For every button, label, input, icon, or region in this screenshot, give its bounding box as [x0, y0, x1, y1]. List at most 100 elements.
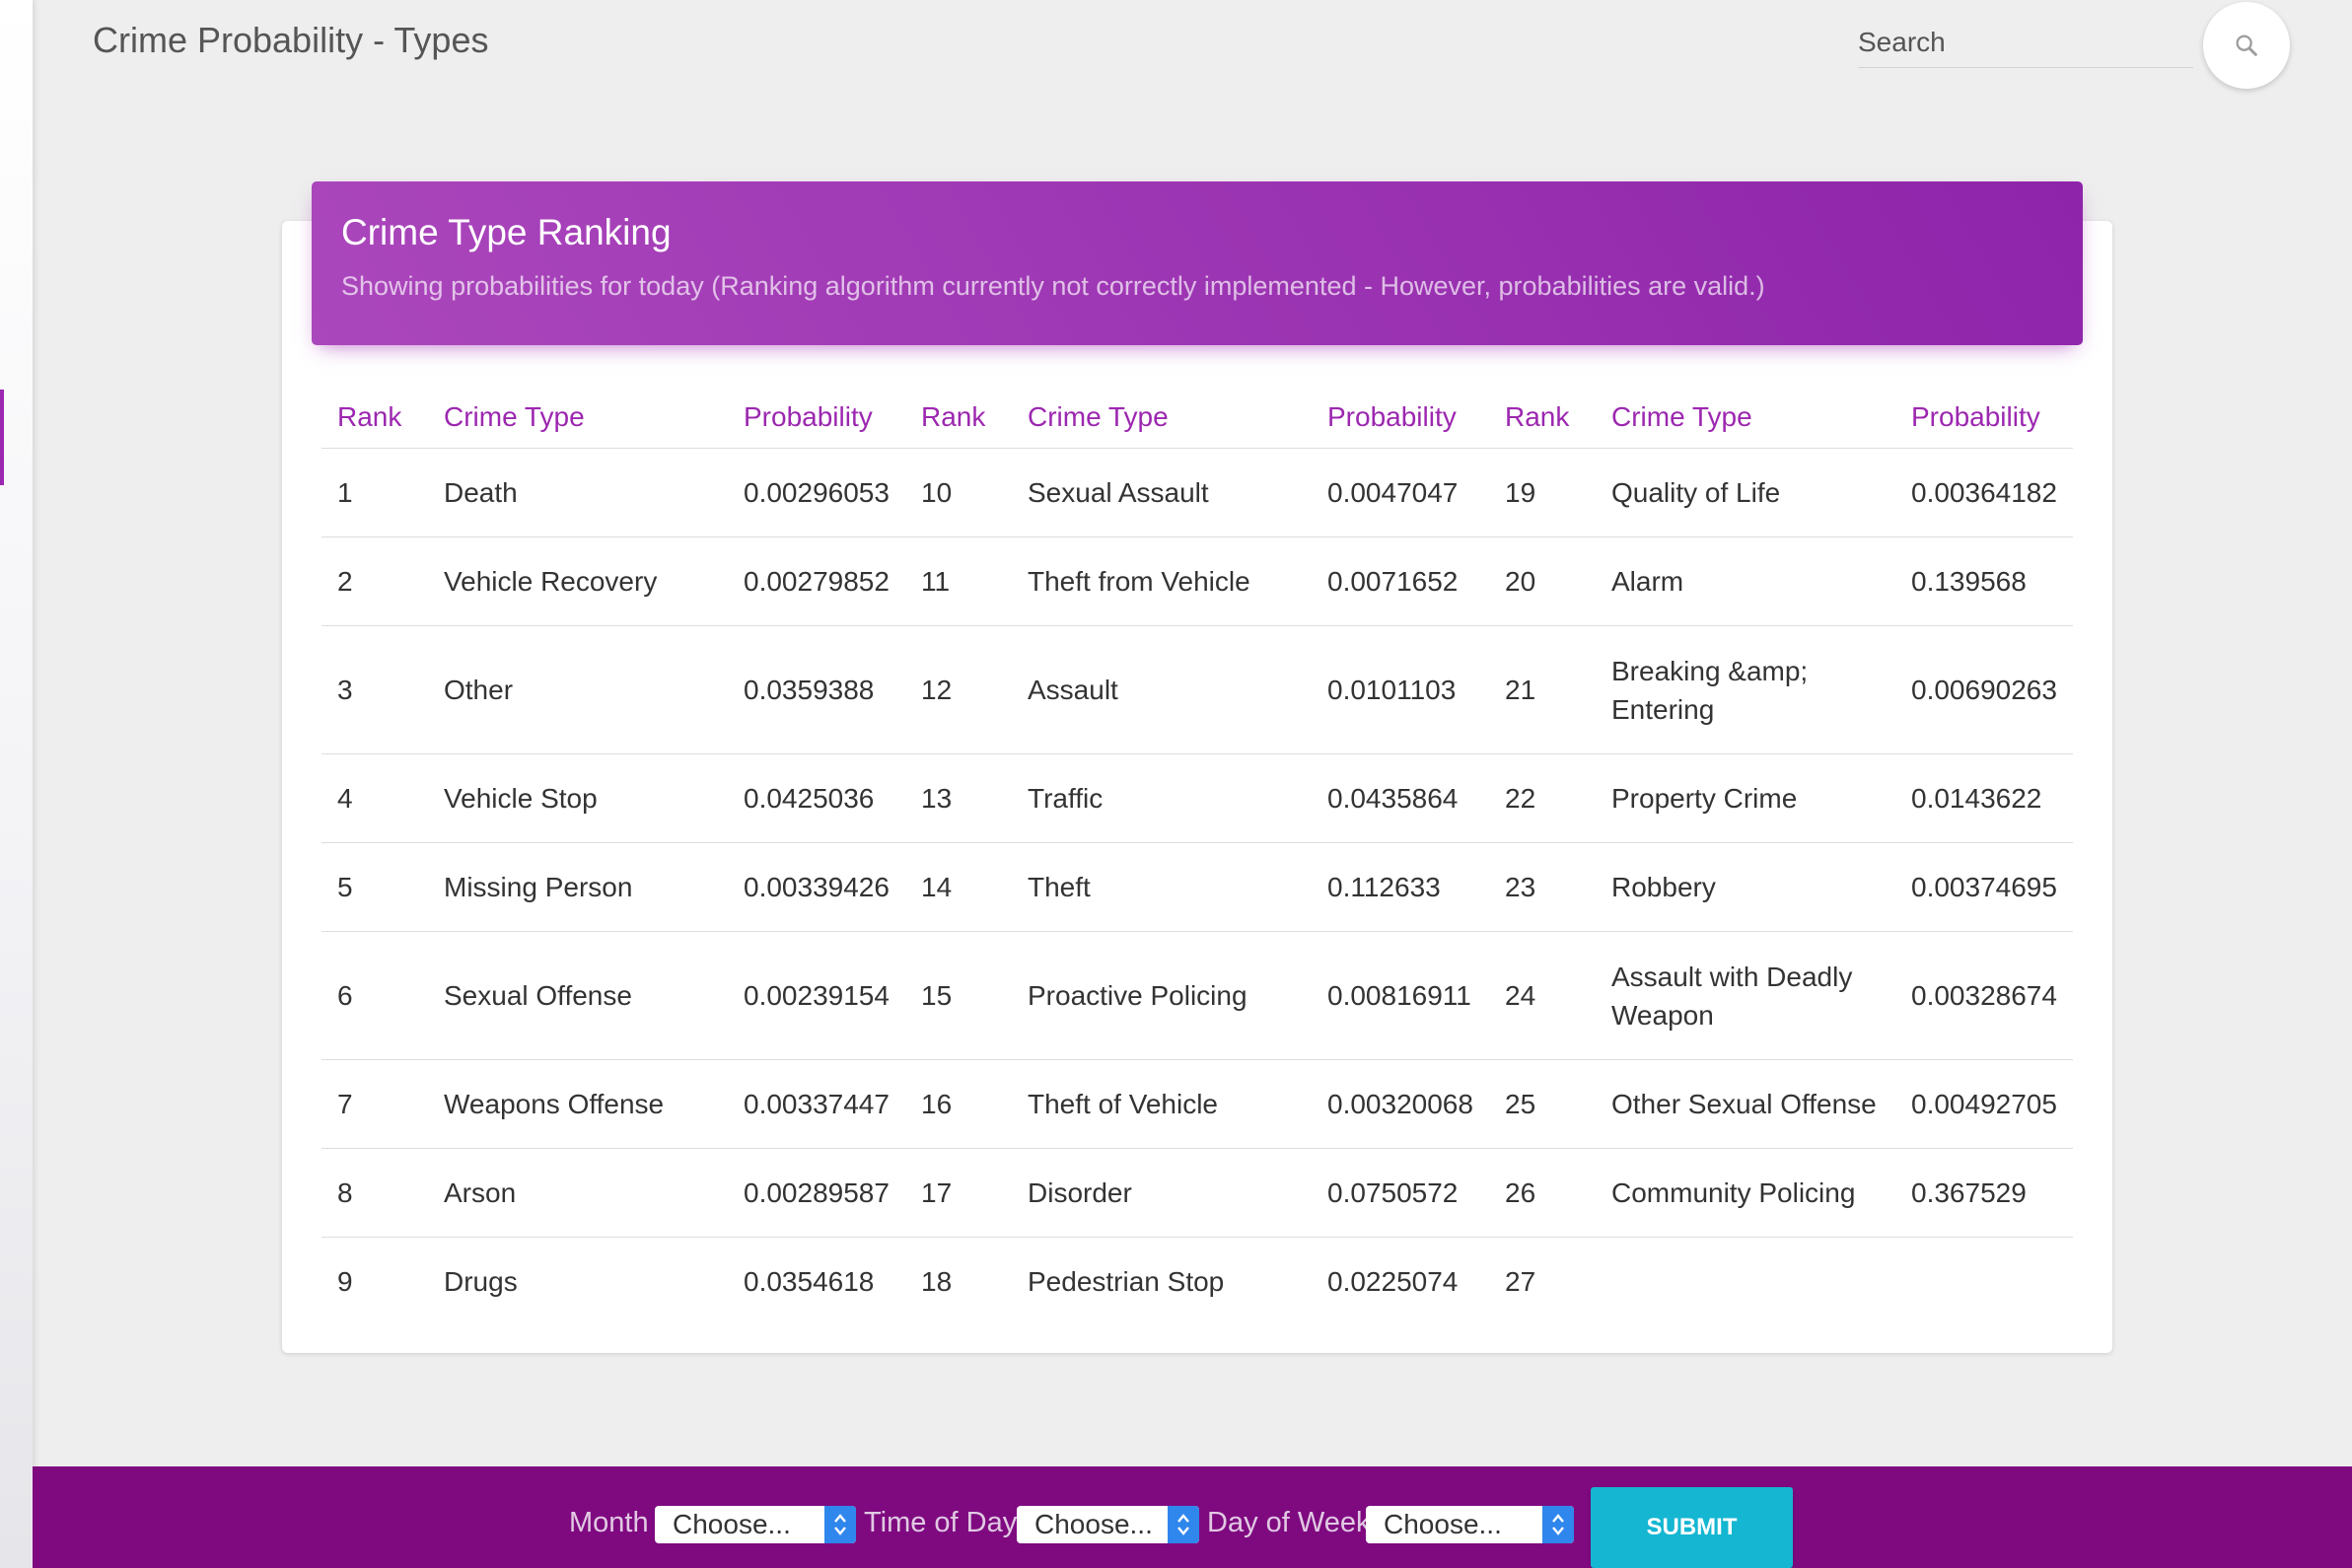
table-row: 1 Death 0.00296053 10 Sexual Assault 0.0… — [321, 448, 2073, 537]
probability-cell: 0.00320068 — [1312, 1059, 1489, 1149]
table-row: 6 Sexual Offense 0.00239154 15 Proactive… — [321, 931, 2073, 1060]
column-header-crime-type: Crime Type — [1012, 387, 1312, 449]
crime-type-cell: Disorder — [1012, 1148, 1312, 1238]
table-row: 8 Arson 0.00289587 17 Disorder 0.0750572… — [321, 1148, 2073, 1238]
probability-cell — [1895, 1238, 2073, 1326]
crime-type-cell: Drugs — [444, 1266, 518, 1297]
rank-cell: 27 — [1505, 1266, 1536, 1297]
crime-type-cell: Other Sexual Offense — [1596, 1059, 1895, 1149]
probability-cell: 0.00328674 — [1895, 931, 2073, 1060]
table-header-row: Rank Crime Type Probability Rank Crime T… — [321, 387, 2073, 449]
column-header-probability: Probability — [728, 387, 905, 449]
probability-cell: 0.00279852 — [728, 536, 905, 626]
search-input[interactable] — [1858, 18, 2193, 68]
rank-cell: 21 — [1489, 625, 1596, 754]
day-of-week-label: Day of Week — [1207, 1507, 1371, 1538]
column-header-rank: Rank — [905, 387, 1012, 449]
table-row: 4 Vehicle Stop 0.0425036 13 Traffic 0.04… — [321, 753, 2073, 843]
crime-type-cell: Theft from Vehicle — [1012, 536, 1312, 626]
crime-type-cell: Robbery — [1596, 842, 1895, 932]
rank-cell: 13 — [905, 753, 1012, 843]
crime-ranking-table: Rank Crime Type Probability Rank Crime T… — [321, 387, 2073, 1325]
submit-button[interactable]: SUBMIT — [1591, 1487, 1793, 1568]
column-header-probability: Probability — [1312, 387, 1489, 449]
crime-type-cell: Vehicle Recovery — [428, 536, 728, 626]
rank-cell: 9 — [337, 1266, 353, 1297]
probability-cell: 0.0359388 — [728, 625, 905, 754]
rank-cell: 8 — [321, 1148, 428, 1238]
probability-cell: 0.0225074 — [1327, 1266, 1459, 1297]
time-of-day-select[interactable]: Choose... — [1017, 1506, 1199, 1543]
probability-cell: 0.0750572 — [1312, 1148, 1489, 1238]
probability-cell: 0.367529 — [1895, 1148, 2073, 1238]
time-of-day-label: Time of Day — [864, 1507, 1018, 1538]
month-select-value: Choose... — [673, 1509, 791, 1539]
crime-type-cell: Theft of Vehicle — [1012, 1059, 1312, 1149]
probability-cell: 0.0435864 — [1312, 753, 1489, 843]
rank-cell: 2 — [321, 536, 428, 626]
probability-cell: 0.00364182 — [1895, 448, 2073, 537]
rank-cell: 20 — [1489, 536, 1596, 626]
rank-cell: 23 — [1489, 842, 1596, 932]
search-icon — [2236, 35, 2257, 56]
sidebar-strip — [0, 0, 33, 1568]
rank-cell: 10 — [905, 448, 1012, 537]
probability-cell: 0.00337447 — [728, 1059, 905, 1149]
column-header-rank: Rank — [1489, 387, 1596, 449]
table-row: 2 Vehicle Recovery 0.00279852 11 Theft f… — [321, 536, 2073, 626]
probability-cell: 0.00296053 — [728, 448, 905, 537]
crime-type-cell: Other — [428, 625, 728, 754]
crime-type-cell: Missing Person — [428, 842, 728, 932]
crime-type-cell: Death — [428, 448, 728, 537]
crime-type-cell: Traffic — [1012, 753, 1312, 843]
rank-cell: 16 — [905, 1059, 1012, 1149]
column-header-rank: Rank — [321, 387, 428, 449]
month-select[interactable]: Choose... — [655, 1506, 856, 1543]
crime-type-cell — [1596, 1238, 1895, 1326]
crime-type-cell: Assault with Deadly Weapon — [1596, 931, 1895, 1060]
column-header-probability: Probability — [1895, 387, 2073, 449]
probability-cell: 0.00289587 — [728, 1148, 905, 1238]
rank-cell: 4 — [321, 753, 428, 843]
crime-type-cell: Weapons Offense — [428, 1059, 728, 1149]
crime-type-cell: Theft — [1012, 842, 1312, 932]
chevron-up-down-icon — [1168, 1506, 1199, 1543]
rank-cell: 14 — [905, 842, 1012, 932]
crime-type-cell: Breaking &amp; Entering — [1596, 625, 1895, 754]
probability-cell: 0.0071652 — [1312, 536, 1489, 626]
probability-cell: 0.139568 — [1895, 536, 2073, 626]
probability-cell: 0.0143622 — [1895, 753, 2073, 843]
crime-type-cell: Proactive Policing — [1012, 931, 1312, 1060]
card-subtitle: Showing probabilities for today (Ranking… — [341, 271, 1765, 301]
probability-cell: 0.112633 — [1312, 842, 1489, 932]
rank-cell: 22 — [1489, 753, 1596, 843]
rank-cell: 18 — [921, 1266, 953, 1297]
crime-type-cell: Assault — [1012, 625, 1312, 754]
day-of-week-select[interactable]: Choose... — [1366, 1506, 1574, 1543]
probability-cell: 0.00492705 — [1895, 1059, 2073, 1149]
probability-cell: 0.0425036 — [728, 753, 905, 843]
chevron-up-down-icon — [1542, 1506, 1574, 1543]
day-of-week-select-value: Choose... — [1384, 1509, 1502, 1539]
probability-cell: 0.00374695 — [1895, 842, 2073, 932]
crime-type-cell: Community Policing — [1596, 1148, 1895, 1238]
rank-cell: 12 — [905, 625, 1012, 754]
rank-cell: 26 — [1489, 1148, 1596, 1238]
probability-cell: 0.00690263 — [1895, 625, 2073, 754]
probability-cell: 0.0047047 — [1312, 448, 1489, 537]
crime-type-cell: Sexual Assault — [1012, 448, 1312, 537]
card-header: Crime Type Ranking Showing probabilities… — [312, 181, 2083, 345]
table-row: 7 Weapons Offense 0.00337447 16 Theft of… — [321, 1059, 2073, 1149]
rank-cell: 1 — [321, 448, 428, 537]
search-button[interactable] — [2203, 2, 2290, 89]
table-row: 9 Drugs 0.0354618 18 Pedestrian Stop 0.0… — [321, 1238, 2073, 1326]
time-of-day-select-value: Choose... — [1034, 1509, 1153, 1539]
rank-cell: 25 — [1489, 1059, 1596, 1149]
probability-cell: 0.00816911 — [1312, 931, 1489, 1060]
month-label: Month — [569, 1507, 649, 1538]
crime-type-cell: Pedestrian Stop — [1028, 1266, 1225, 1297]
probability-cell: 0.0354618 — [744, 1266, 875, 1297]
probability-cell: 0.00339426 — [728, 842, 905, 932]
probability-cell: 0.00239154 — [728, 931, 905, 1060]
column-header-crime-type: Crime Type — [428, 387, 728, 449]
